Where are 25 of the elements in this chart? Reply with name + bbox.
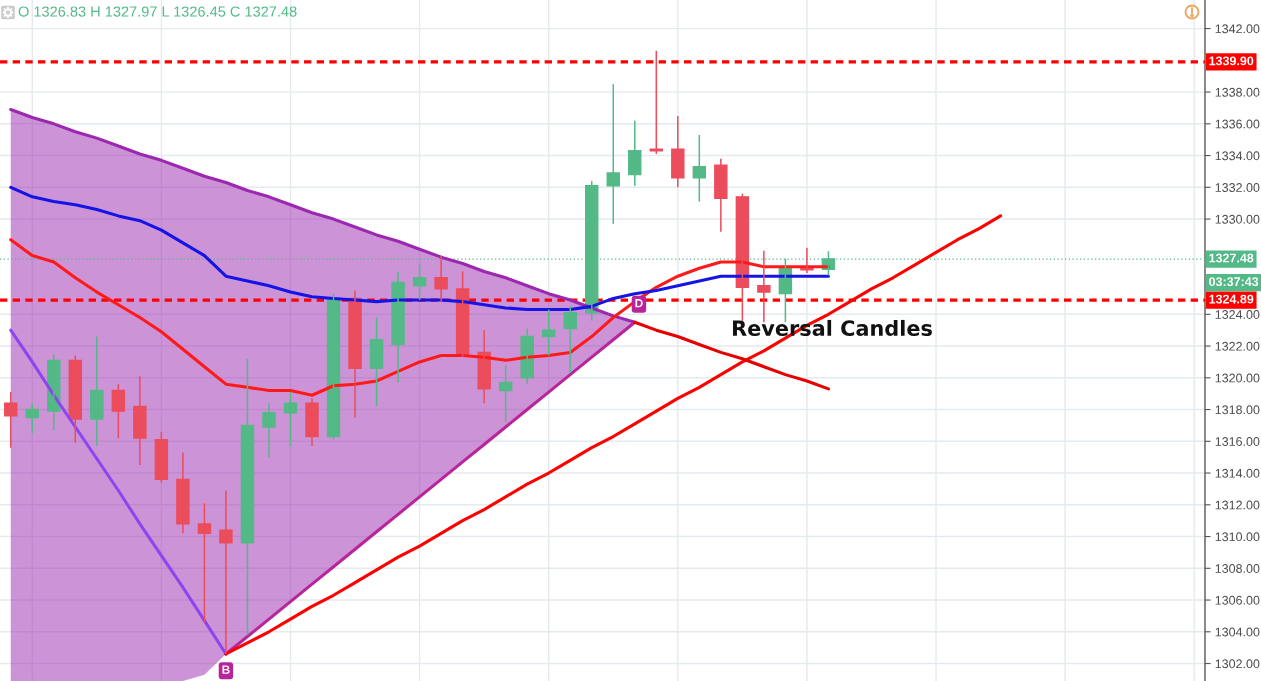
y-tick-label: 1342.00 bbox=[1215, 24, 1260, 34]
y-tick-label: 1316.00 bbox=[1215, 437, 1260, 446]
y-tick-label: 1324.00 bbox=[1215, 310, 1260, 319]
y-tick-label: 1320.00 bbox=[1215, 373, 1260, 383]
y-tick-label: 1310.00 bbox=[1215, 532, 1260, 542]
data-label: D bbox=[635, 299, 643, 308]
y-tick-label: 1330.00 bbox=[1215, 214, 1260, 224]
ref-line-label: 1324.89 bbox=[1209, 294, 1254, 304]
y-tick-label: 1338.00 bbox=[1215, 87, 1260, 97]
y-tick-label: 1304.00 bbox=[1215, 627, 1260, 637]
text: 03:37:43 bbox=[1209, 277, 1259, 287]
ref-line-label: 1327.48 bbox=[1209, 253, 1254, 263]
y-tick-label: 1302.00 bbox=[1215, 659, 1260, 669]
y-tick-label: 1306.00 bbox=[1215, 595, 1260, 605]
y-tick-label: 1336.00 bbox=[1215, 119, 1260, 129]
y-tick-label: 1332.00 bbox=[1215, 183, 1260, 192]
y-tick-label: 1314.00 bbox=[1215, 468, 1260, 478]
y-tick-label: 1318.00 bbox=[1215, 405, 1260, 415]
y-tick-label: 1312.00 bbox=[1215, 500, 1260, 510]
y-tick-label: 1334.00 bbox=[1215, 151, 1260, 161]
y-tick-label: 1308.00 bbox=[1215, 564, 1260, 573]
chart-title: O 1326.83 H 1327.97 L 1326.45 C 1327.48 bbox=[18, 6, 297, 17]
ref-line-label: 1339.90 bbox=[1209, 56, 1254, 66]
data-label: B bbox=[222, 665, 230, 674]
y-tick-label: 1322.00 bbox=[1215, 341, 1260, 351]
